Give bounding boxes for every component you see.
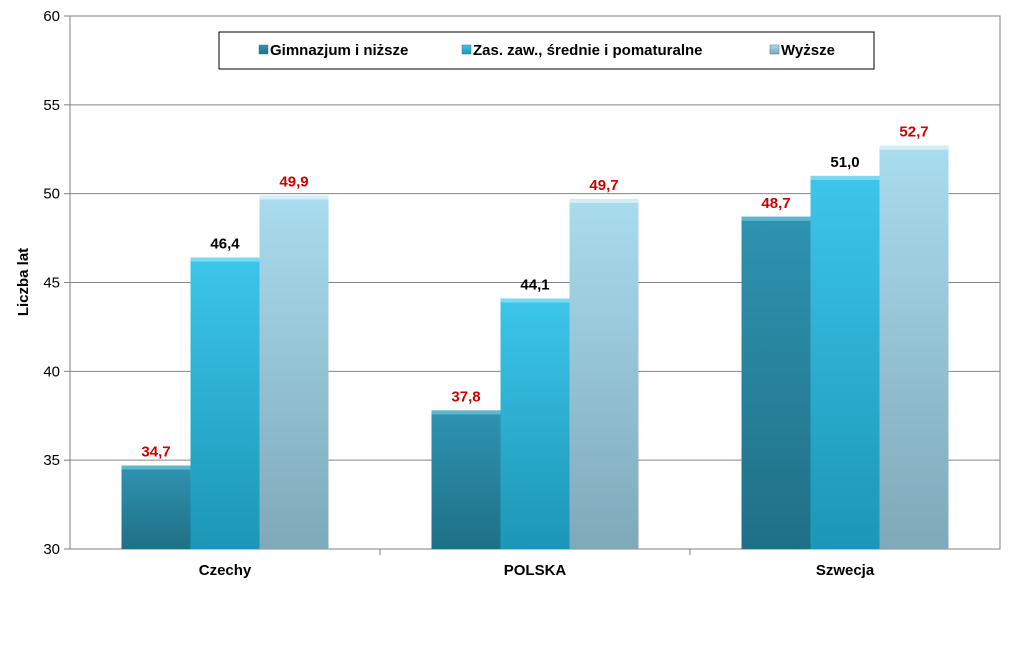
bar: [741, 216, 811, 549]
x-category-label: Czechy: [199, 562, 252, 579]
y-tick-label: 55: [43, 97, 60, 114]
data-labels: 34,7 46,4 49,9 37,8 44,1 49,7 48,7 51,0 52,7: [141, 124, 928, 461]
data-label: 48,7: [761, 195, 790, 212]
bar: [190, 257, 260, 549]
bar: [879, 145, 949, 550]
bar-top-highlight: [500, 298, 570, 303]
y-tick-label: 30: [43, 541, 60, 558]
legend: Gimnazjum i niższe Zas. zaw., średnie i p…: [218, 31, 875, 70]
data-label: 52,7: [899, 124, 928, 141]
y-tick-label: 45: [43, 275, 60, 292]
bar-top-highlight: [879, 145, 949, 150]
y-tick-label: 50: [43, 186, 60, 203]
bar-top-highlight: [569, 198, 639, 203]
data-label: 37,8: [451, 388, 480, 405]
data-label: 34,7: [141, 443, 170, 460]
bar: [431, 410, 501, 549]
y-axis-label: Liczba lat: [15, 248, 32, 316]
legend-swatch: [258, 44, 269, 55]
y-axis-ticks: 30 35 40 45 50 55 60: [43, 8, 70, 558]
x-category-label: POLSKA: [504, 562, 567, 579]
bar: [569, 198, 639, 549]
legend-label: Wyższe: [781, 42, 835, 59]
legend-label: Gimnazjum i niższe: [270, 42, 408, 59]
bar-top-highlight: [121, 465, 191, 470]
y-tick-label: 60: [43, 8, 60, 25]
bar: [500, 298, 570, 549]
data-label: 49,7: [589, 177, 618, 194]
bar: [121, 465, 191, 549]
bar: [259, 195, 329, 549]
data-label: 51,0: [830, 154, 859, 171]
bar-top-highlight: [810, 175, 880, 180]
data-label: 44,1: [520, 276, 549, 293]
bar-top-highlight: [741, 216, 811, 221]
y-tick-label: 40: [43, 363, 60, 380]
data-label: 49,9: [279, 173, 308, 190]
legend-swatch: [461, 44, 472, 55]
legend-swatch: [769, 44, 780, 55]
x-category-label: Szwecja: [816, 562, 875, 579]
data-label: 46,4: [210, 236, 240, 253]
bars: [121, 145, 949, 550]
legend-box: [218, 31, 875, 70]
bar: [810, 175, 880, 549]
bar-top-highlight: [259, 195, 329, 200]
bar-top-highlight: [190, 257, 260, 262]
y-tick-label: 35: [43, 452, 60, 469]
x-axis-categories: Czechy POLSKA Szwecja: [199, 549, 875, 579]
bar-top-highlight: [431, 410, 501, 415]
legend-label: Zas. zaw., średnie i pomaturalne: [473, 42, 703, 59]
